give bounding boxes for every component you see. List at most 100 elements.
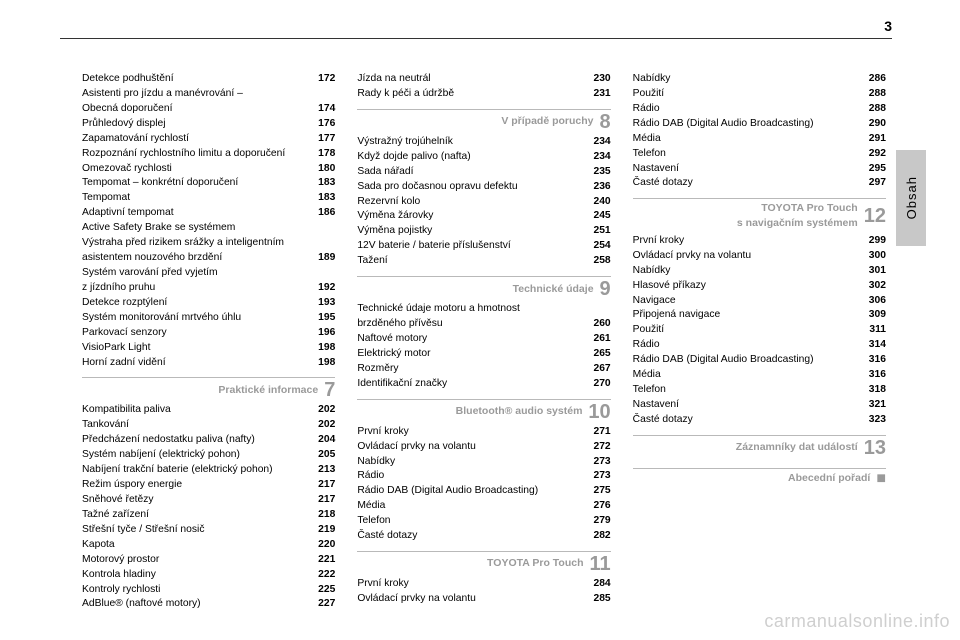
toc-entry: Rady k péči a údržbě231 — [357, 87, 610, 102]
toc-entry-label: z jízdního pruhu — [82, 281, 318, 296]
section-divider — [82, 377, 335, 378]
toc-entry: Technické údaje motoru a hmotnost — [357, 302, 610, 317]
side-tab: Obsah — [896, 150, 926, 246]
toc-entry-page: 291 — [869, 132, 886, 147]
toc-entry: Parkovací senzory196 — [82, 326, 335, 341]
toc-entry: Nastavení321 — [633, 398, 886, 413]
toc-entry-label: Sněhové řetězy — [82, 493, 318, 508]
section-heading: Praktické informace7 — [82, 380, 335, 400]
toc-entry: Když dojde palivo (nafta)234 — [357, 150, 610, 165]
toc-section: Technické údaje9 — [357, 276, 610, 299]
toc-entry-label: Tažení — [357, 254, 593, 269]
toc-section: Abecední pořadí ■ — [633, 468, 886, 487]
section-number: 11 — [590, 554, 611, 574]
toc-entry: Detekce rozptýlení193 — [82, 296, 335, 311]
toc-entry-page: 245 — [593, 209, 610, 224]
toc-section: Záznamníky dat událostí13 — [633, 435, 886, 458]
toc-entry-page: 235 — [593, 165, 610, 180]
toc-entry-page: 193 — [318, 296, 335, 311]
toc-entry-page: 318 — [869, 383, 886, 398]
toc-entry-label: Střešní tyče / Střešní nosič — [82, 523, 318, 538]
section-bullet-icon: ■ — [876, 471, 886, 487]
toc-entry-label: Rádio DAB (Digital Audio Broadcasting) — [633, 353, 869, 368]
toc-entry: Tažení258 — [357, 254, 610, 269]
toc-entry-label: Rozpoznání rychlostního limitu a doporuč… — [82, 147, 318, 162]
toc-entry: Výměna pojistky251 — [357, 224, 610, 239]
toc-entry-page: 192 — [318, 281, 335, 296]
toc-entry: První kroky271 — [357, 425, 610, 440]
toc-entry: Rezervní kolo240 — [357, 195, 610, 210]
toc-entry-page: 217 — [318, 493, 335, 508]
toc-entry: Adaptivní tempomat186 — [82, 206, 335, 221]
toc-entry-label: Použití — [633, 323, 870, 338]
toc-entry: Předcházení nedostatku paliva (nafty)204 — [82, 433, 335, 448]
toc-entry-page: 236 — [593, 180, 610, 195]
section-heading: TOYOTA Pro Touch 11 — [357, 554, 610, 574]
toc-entry-page: 186 — [318, 206, 335, 221]
toc-entry-label: Telefon — [357, 514, 593, 529]
toc-entry-label: Průhledový displej — [82, 117, 318, 132]
toc-entry: Tažné zařízení218 — [82, 508, 335, 523]
toc-entry: Sada pro dočasnou opravu defektu236 — [357, 180, 610, 195]
toc-entry-page: 321 — [869, 398, 886, 413]
toc-entry-label: Systém varování před vyjetím — [82, 266, 335, 281]
toc-entry-page: 260 — [593, 317, 610, 332]
toc-entry-page: 309 — [869, 308, 886, 323]
toc-entry-page: 306 — [869, 294, 886, 309]
toc-entry-label: Kapota — [82, 538, 318, 553]
section-title: V případě poruchy — [501, 114, 593, 129]
toc-entry-label: Asistenti pro jízdu a manévrování – — [82, 87, 335, 102]
toc-entry: Střešní tyče / Střešní nosič219 — [82, 523, 335, 538]
toc-entry-label: Elektrický motor — [357, 347, 593, 362]
section-title: TOYOTA Pro Touch — [487, 556, 583, 571]
toc-entry-page: 202 — [318, 418, 335, 433]
toc-entry-label: Sada nářadí — [357, 165, 593, 180]
toc-entry-label: Horní zadní vidění — [82, 356, 318, 371]
toc-entry: Motorový prostor221 — [82, 553, 335, 568]
toc-entry: Asistenti pro jízdu a manévrování – — [82, 87, 335, 102]
toc-entry-label: Tempomat – konkrétní doporučení — [82, 176, 318, 191]
toc-entry-label: Ovládací prvky na volantu — [633, 249, 869, 264]
toc-entry-page: 225 — [318, 583, 335, 598]
toc-entry-label: Systém nabíjení (elektrický pohon) — [82, 448, 318, 463]
toc-entry-label: Nastavení — [633, 398, 869, 413]
toc-entry-label: První kroky — [357, 425, 593, 440]
toc-entry: Tempomat183 — [82, 191, 335, 206]
toc-entry: Detekce podhuštění172 — [82, 72, 335, 87]
toc-entry: Systém nabíjení (elektrický pohon)205 — [82, 448, 335, 463]
toc-entry-page: 183 — [318, 191, 335, 206]
toc-entry-page: 301 — [869, 264, 886, 279]
toc-entry-page: 288 — [869, 87, 886, 102]
toc-entry-page: 299 — [869, 234, 886, 249]
toc-entry-label: Média — [633, 132, 869, 147]
toc-entry-label: Výměna žárovky — [357, 209, 593, 224]
toc-entry: Systém varování před vyjetím — [82, 266, 335, 281]
toc-entry-label: Ovládací prvky na volantu — [357, 592, 593, 607]
toc-entry: Použití288 — [633, 87, 886, 102]
toc-entry-label: Média — [633, 368, 869, 383]
toc-entry: Rádio288 — [633, 102, 886, 117]
toc-entry: Hlasové příkazy302 — [633, 279, 886, 294]
section-title: Záznamníky dat událostí — [736, 440, 858, 455]
toc-entry-page: 314 — [869, 338, 886, 353]
toc-entry-page: 323 — [869, 413, 886, 428]
toc-entry-label: Použití — [633, 87, 869, 102]
toc-entry: Jízda na neutrál230 — [357, 72, 610, 87]
toc-entry-label: Kontroly rychlosti — [82, 583, 318, 598]
toc-entry-label: Parkovací senzory — [82, 326, 318, 341]
section-title: Abecední pořadí — [788, 471, 870, 486]
toc-entry-page: 198 — [318, 341, 335, 356]
toc-entry: Rádio DAB (Digital Audio Broadcasting)31… — [633, 353, 886, 368]
toc-entry-page: 276 — [593, 499, 610, 514]
section-number: 9 — [600, 279, 611, 299]
toc-entry-page: 180 — [318, 162, 335, 177]
toc-column-3: Nabídky286Použití288Rádio288Rádio DAB (D… — [633, 72, 886, 616]
toc-entry-label: brzděného přívěsu — [357, 317, 593, 332]
toc-entry-page: 177 — [318, 132, 335, 147]
toc-entry: Média291 — [633, 132, 886, 147]
toc-entry-label: Systém monitorování mrtvého úhlu — [82, 311, 318, 326]
toc-entry: Omezovač rychlosti180 — [82, 162, 335, 177]
toc-column-1: Detekce podhuštění172Asistenti pro jízdu… — [82, 72, 335, 616]
section-number: 12 — [864, 206, 886, 226]
toc-entry-page: 205 — [318, 448, 335, 463]
